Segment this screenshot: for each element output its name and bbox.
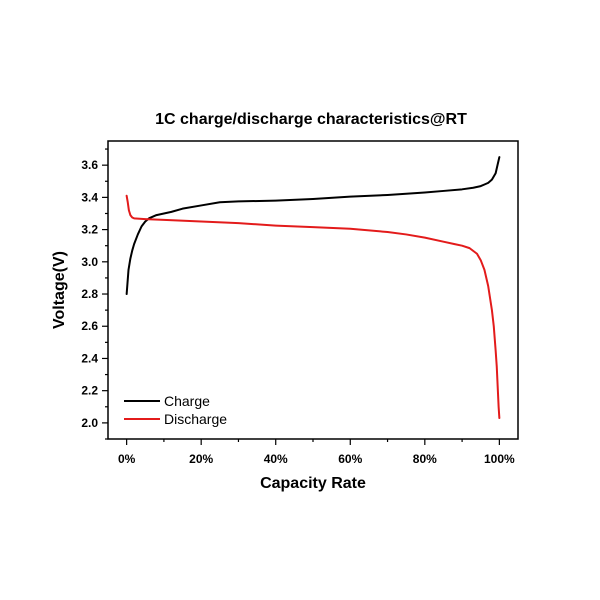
y-tick-label: 3.0 xyxy=(81,255,98,269)
chart-title: 1C charge/discharge characteristics@RT xyxy=(155,111,467,128)
x-tick-label: 60% xyxy=(338,452,362,466)
y-tick-label: 3.6 xyxy=(81,158,98,172)
x-axis-label: Capacity Rate xyxy=(260,475,366,492)
y-tick-label: 2.6 xyxy=(81,319,98,333)
legend: Charge Discharge xyxy=(124,393,227,427)
series-layer xyxy=(125,156,501,420)
x-tick-label: 100% xyxy=(484,452,515,466)
y-tick-label: 2.4 xyxy=(81,351,98,365)
series-line-charge xyxy=(125,156,501,296)
y-tick-label: 3.4 xyxy=(81,190,98,204)
x-tick-label: 40% xyxy=(264,452,288,466)
y-tick-label: 2.2 xyxy=(81,384,98,398)
y-axis-ticks: 2.0 2.2 2.4 2.6 2.8 3.0 3.2 3.4 3.6 xyxy=(81,148,108,440)
y-tick-label: 2.0 xyxy=(81,416,98,430)
y-tick-label: 3.2 xyxy=(81,223,98,237)
x-tick-label: 0% xyxy=(118,452,136,466)
x-tick-label: 80% xyxy=(413,452,437,466)
legend-label-charge: Charge xyxy=(164,393,210,409)
y-axis-label: Voltage(V) xyxy=(51,251,68,329)
x-axis-ticks: 0% 20% 40% 60% 80% 100% xyxy=(118,439,515,466)
y-tick-label: 2.8 xyxy=(81,287,98,301)
legend-label-discharge: Discharge xyxy=(164,411,227,427)
x-tick-label: 20% xyxy=(189,452,213,466)
series-line-discharge xyxy=(125,194,501,420)
